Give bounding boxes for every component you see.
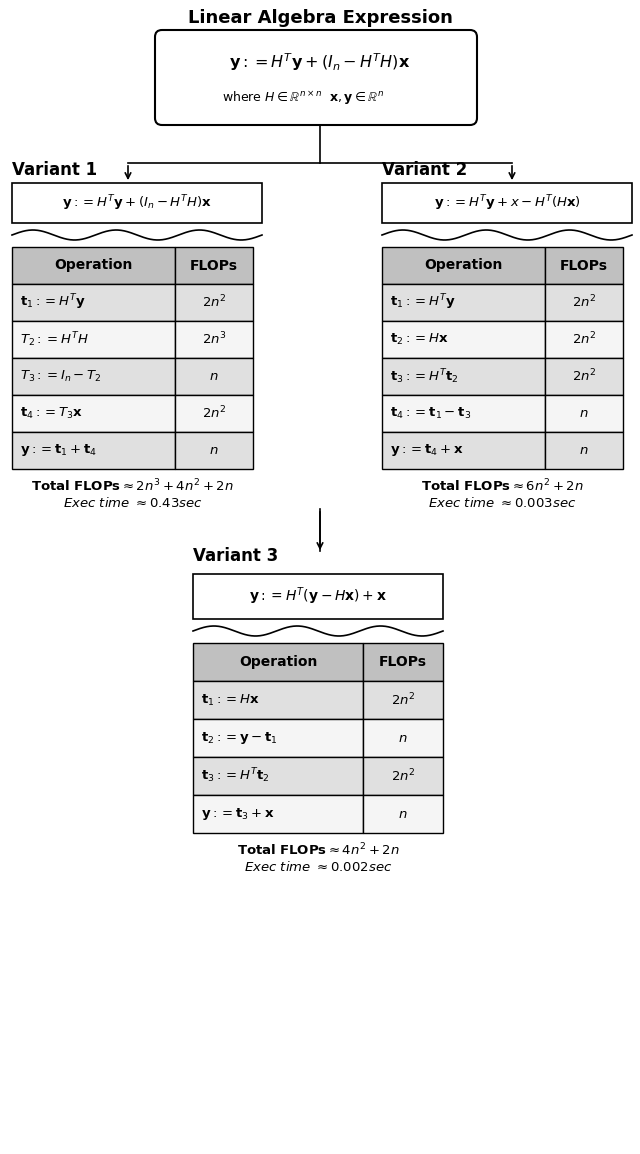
Bar <box>12 284 175 321</box>
Text: Operation: Operation <box>54 258 132 272</box>
Bar <box>545 284 623 321</box>
Text: FLOPs: FLOPs <box>379 655 427 669</box>
Bar <box>382 284 545 321</box>
Text: $n$: $n$ <box>398 808 408 820</box>
Bar <box>382 358 545 395</box>
Bar <box>193 681 363 719</box>
Bar <box>12 321 175 358</box>
Bar <box>12 358 175 395</box>
Text: $\mathbf{Total\ FLOPs} \approx 4n^2 + 2n$: $\mathbf{Total\ FLOPs} \approx 4n^2 + 2n… <box>237 841 399 859</box>
Text: $\mathbf{y} := H^T(\mathbf{y} - H\mathbf{x}) + \mathbf{x}$: $\mathbf{y} := H^T(\mathbf{y} - H\mathbf… <box>249 586 387 607</box>
Bar <box>175 395 253 432</box>
Bar <box>175 247 253 284</box>
Bar <box>363 795 443 833</box>
Bar <box>363 681 443 719</box>
Bar <box>193 643 363 681</box>
Bar <box>193 757 363 795</box>
Text: $\mathbf{t}_1 := H\mathbf{x}$: $\mathbf{t}_1 := H\mathbf{x}$ <box>201 692 260 707</box>
Text: FLOPs: FLOPs <box>560 258 608 272</box>
Text: $\mathbf{t}_2 := H\mathbf{x}$: $\mathbf{t}_2 := H\mathbf{x}$ <box>390 332 449 347</box>
Bar <box>363 643 443 681</box>
Text: $\mathbf{y} := \mathbf{t}_3 + \mathbf{x}$: $\mathbf{y} := \mathbf{t}_3 + \mathbf{x}… <box>201 805 275 822</box>
Text: Exec time $\approx 0.002sec$: Exec time $\approx 0.002sec$ <box>244 860 392 874</box>
Text: FLOPs: FLOPs <box>190 258 238 272</box>
Bar <box>545 358 623 395</box>
Text: $n$: $n$ <box>398 732 408 744</box>
Text: Variant 2: Variant 2 <box>382 162 467 179</box>
Text: where $H \in \mathbb{R}^{n \times n}$  $\mathbf{x}, \mathbf{y} \in \mathbb{R}^n$: where $H \in \mathbb{R}^{n \times n}$ $\… <box>222 89 384 107</box>
Text: $2n^2$: $2n^2$ <box>202 405 226 422</box>
Bar <box>382 321 545 358</box>
Bar <box>193 795 363 833</box>
Text: $2n^2$: $2n^2$ <box>572 331 596 347</box>
Bar <box>382 395 545 432</box>
Text: $\mathbf{t}_2 := \mathbf{y} - \mathbf{t}_1$: $\mathbf{t}_2 := \mathbf{y} - \mathbf{t}… <box>201 730 278 745</box>
Bar <box>363 757 443 795</box>
Text: $\mathbf{y} := \mathbf{t}_4 + \mathbf{x}$: $\mathbf{y} := \mathbf{t}_4 + \mathbf{x}… <box>390 442 464 458</box>
Bar <box>12 183 262 223</box>
Bar <box>175 358 253 395</box>
Text: $2n^2$: $2n^2$ <box>391 691 415 709</box>
Text: Linear Algebra Expression: Linear Algebra Expression <box>188 9 452 27</box>
Text: $n$: $n$ <box>579 444 589 457</box>
Text: Variant 3: Variant 3 <box>193 547 278 565</box>
Text: $2n^2$: $2n^2$ <box>572 294 596 310</box>
Bar <box>363 719 443 757</box>
Text: $\mathbf{t}_1 := H^T\mathbf{y}$: $\mathbf{t}_1 := H^T\mathbf{y}$ <box>390 293 456 313</box>
Text: $T_3 := I_n - T_2$: $T_3 := I_n - T_2$ <box>20 369 102 384</box>
Text: $n$: $n$ <box>209 370 219 383</box>
Text: $T_2 := H^TH$: $T_2 := H^TH$ <box>20 330 89 349</box>
Text: Exec time $\approx 0.43sec$: Exec time $\approx 0.43sec$ <box>63 496 202 510</box>
Text: $\mathbf{t}_4 := T_3\mathbf{x}$: $\mathbf{t}_4 := T_3\mathbf{x}$ <box>20 406 83 421</box>
Bar <box>175 284 253 321</box>
Text: $2n^2$: $2n^2$ <box>391 767 415 785</box>
Text: Operation: Operation <box>239 655 317 669</box>
Bar <box>12 395 175 432</box>
Text: $\mathbf{t}_4 := \mathbf{t}_1 - \mathbf{t}_3$: $\mathbf{t}_4 := \mathbf{t}_1 - \mathbf{… <box>390 406 471 421</box>
Bar <box>193 574 443 619</box>
Bar <box>545 395 623 432</box>
Bar <box>545 432 623 469</box>
Text: $\mathbf{Total\ FLOPs} \approx 2n^3 + 4n^2 + 2n$: $\mathbf{Total\ FLOPs} \approx 2n^3 + 4n… <box>31 478 234 494</box>
Bar <box>193 719 363 757</box>
Text: $\mathbf{t}_1 := H^T\mathbf{y}$: $\mathbf{t}_1 := H^T\mathbf{y}$ <box>20 293 86 313</box>
Text: $2n^2$: $2n^2$ <box>202 294 226 310</box>
Bar <box>175 321 253 358</box>
FancyBboxPatch shape <box>155 30 477 125</box>
Text: $\mathbf{y} := H^T\mathbf{y} + (I_n - H^TH)\mathbf{x}$: $\mathbf{y} := H^T\mathbf{y} + (I_n - H^… <box>229 51 411 73</box>
Text: $\mathbf{t}_3 := H^T\mathbf{t}_2$: $\mathbf{t}_3 := H^T\mathbf{t}_2$ <box>201 766 270 786</box>
Bar <box>382 432 545 469</box>
Bar <box>545 321 623 358</box>
Bar <box>545 247 623 284</box>
Text: $2n^2$: $2n^2$ <box>572 368 596 384</box>
Text: $\mathbf{y} := H^T\mathbf{y} + (I_n - H^TH)\mathbf{x}$: $\mathbf{y} := H^T\mathbf{y} + (I_n - H^… <box>62 193 212 212</box>
Text: $n$: $n$ <box>579 407 589 420</box>
Text: $n$: $n$ <box>209 444 219 457</box>
Text: $\mathbf{Total\ FLOPs} \approx 6n^2 + 2n$: $\mathbf{Total\ FLOPs} \approx 6n^2 + 2n… <box>421 478 584 494</box>
Text: Exec time $\approx 0.003sec$: Exec time $\approx 0.003sec$ <box>428 496 577 510</box>
Text: $\mathbf{y} := H^T\mathbf{y} + x - H^T(H\mathbf{x})$: $\mathbf{y} := H^T\mathbf{y} + x - H^T(H… <box>433 193 580 212</box>
Text: $\mathbf{t}_3 := H^T\mathbf{t}_2$: $\mathbf{t}_3 := H^T\mathbf{t}_2$ <box>390 367 459 385</box>
Bar <box>12 247 175 284</box>
Bar <box>12 432 175 469</box>
Bar <box>382 183 632 223</box>
Bar <box>382 247 545 284</box>
Text: $\mathbf{y} := \mathbf{t}_1 + \mathbf{t}_4$: $\mathbf{y} := \mathbf{t}_1 + \mathbf{t}… <box>20 442 97 458</box>
Text: $2n^3$: $2n^3$ <box>202 331 227 347</box>
Text: Operation: Operation <box>424 258 502 272</box>
Bar <box>175 432 253 469</box>
Text: Variant 1: Variant 1 <box>12 162 97 179</box>
